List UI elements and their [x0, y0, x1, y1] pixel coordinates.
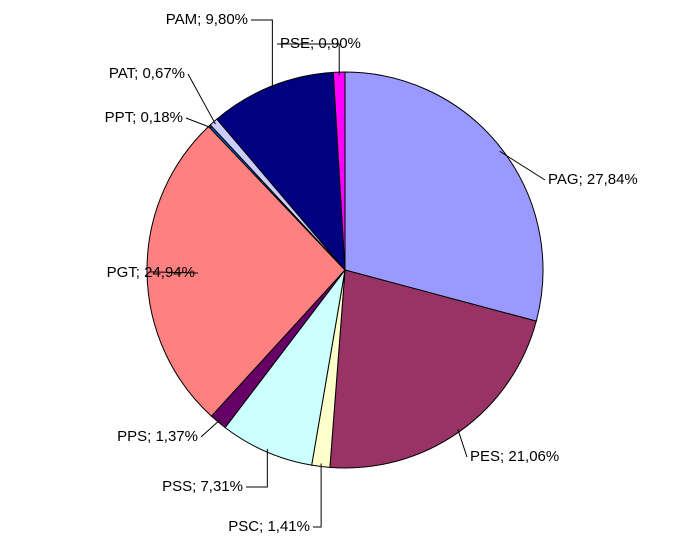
data-label: PGT; 24,94% [107, 264, 195, 281]
pie-slice [146, 125, 346, 417]
leader-line [185, 117, 212, 129]
leader-line [187, 73, 216, 125]
data-label: PSS; 7,31% [162, 478, 243, 495]
data-label: PAM; 9,80% [166, 11, 248, 28]
data-label: PSE; 0,90% [280, 35, 361, 52]
data-label: PAG; 27,84% [548, 171, 638, 188]
leader-line [251, 19, 273, 90]
pie-slice [329, 269, 537, 469]
data-label: PPT; 0,18% [105, 109, 183, 126]
data-label: PAT; 0,67% [109, 65, 185, 82]
leader-line [246, 448, 268, 488]
leader-line [277, 43, 340, 76]
leader-line [313, 463, 322, 528]
leader-line [200, 419, 221, 438]
leader-line [457, 428, 468, 458]
leader-line [149, 271, 199, 274]
data-label: PSC; 1,41% [228, 518, 310, 535]
pie-slice [344, 71, 544, 322]
leader-line [499, 150, 546, 181]
data-label: PES; 21,06% [470, 448, 559, 465]
pie-slice [216, 71, 346, 272]
data-label: PPS; 1,37% [117, 428, 198, 445]
pie-slice [224, 269, 346, 466]
